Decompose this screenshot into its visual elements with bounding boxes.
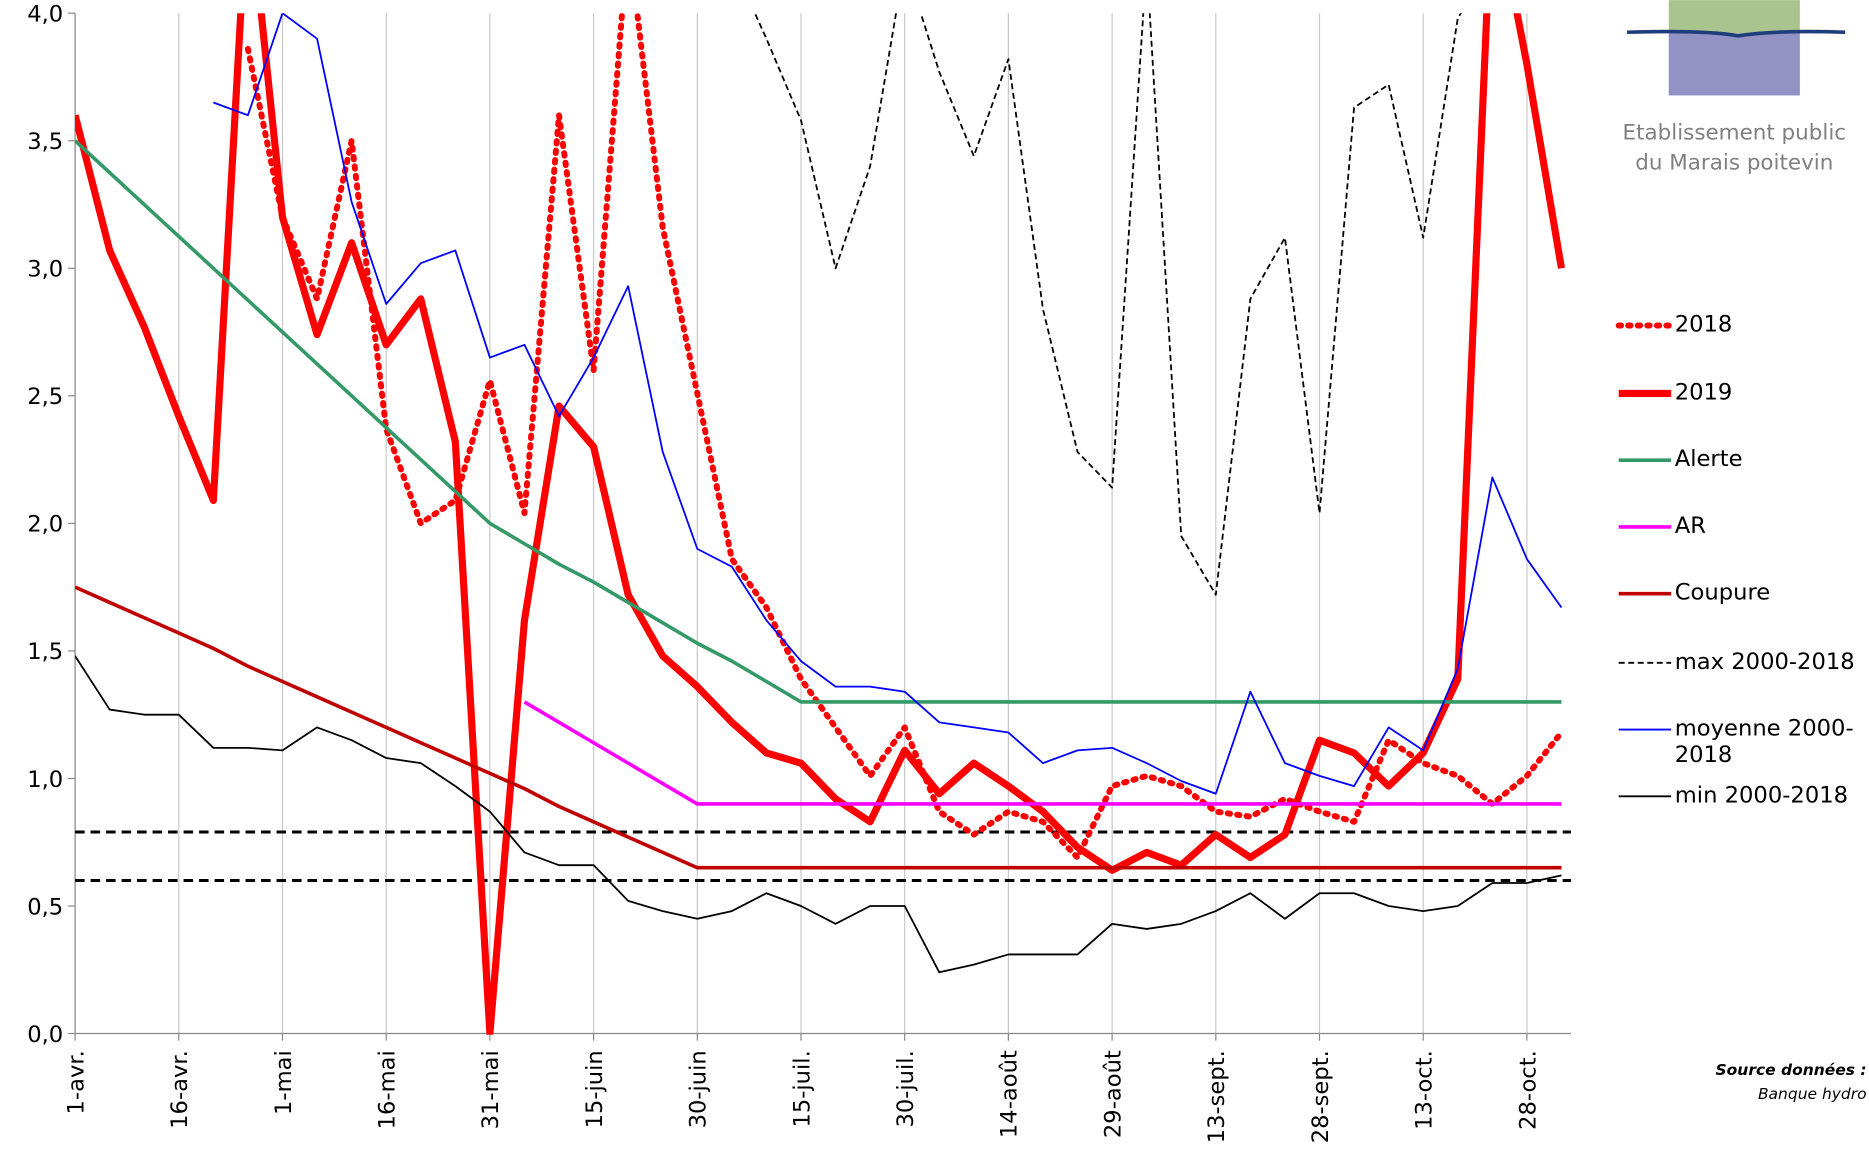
legend-item: min 2000-2018 <box>1674 782 1849 809</box>
legend-item: moyenne 2000-2018 <box>1674 715 1854 768</box>
logo-text: Etablissement public <box>1623 121 1847 146</box>
y-tick-label: 2,0 <box>27 512 63 538</box>
logo-wave <box>1626 29 1846 38</box>
y-tick-label: 3,0 <box>27 257 63 283</box>
y-tick-label: 4,0 <box>27 2 63 28</box>
y-tick-label: 1,5 <box>27 639 63 665</box>
x-tick-label: 16-mai <box>375 1050 401 1129</box>
legend-item: 2019 <box>1674 379 1733 406</box>
legend-item: max 2000-2018 <box>1674 648 1855 675</box>
source-name: Banque hydro <box>1758 1085 1867 1103</box>
logo-green <box>1668 0 1800 34</box>
x-tick-label: 1-avr. <box>63 1050 89 1114</box>
y-tick-label: 1,0 <box>27 767 63 793</box>
legend-label: Coupure <box>1674 579 1771 606</box>
x-tick-label: 15-juin <box>582 1050 608 1128</box>
series-line <box>523 700 1562 806</box>
legend-item: Alerte <box>1674 445 1743 473</box>
x-tick-label: 28-sept. <box>1308 1050 1334 1143</box>
series-line <box>244 13 1565 861</box>
series-line <box>75 585 1562 870</box>
logo-text: du Marais poitevin <box>1635 150 1833 175</box>
y-tick-label: 0,5 <box>27 894 63 920</box>
plot-area <box>75 13 1572 1035</box>
y-tick-label: 3,5 <box>27 129 63 155</box>
series-line <box>753 13 1462 596</box>
legend-item: 2018 <box>1674 311 1733 338</box>
logo-purple <box>1668 33 1800 96</box>
y-tick-label: 2,5 <box>27 384 63 410</box>
x-tick-label: 30-juin <box>686 1050 712 1128</box>
logo: Etablissement public du Marais poitevin <box>1623 0 1847 175</box>
y-tick-label: 0,0 <box>27 1022 63 1048</box>
x-tick-label: 1-mai <box>271 1050 297 1115</box>
legend-label: max 2000-2018 <box>1674 648 1855 675</box>
x-tick-label: 30-juil. <box>893 1050 919 1127</box>
legend-item: AR <box>1674 512 1706 539</box>
legend-label: 2018 <box>1674 311 1733 338</box>
x-tick-label: 16-avr. <box>167 1050 193 1129</box>
x-tick-label: 15-juil. <box>789 1050 815 1127</box>
source-label: Source données : <box>1716 1061 1867 1079</box>
x-tick-label: 14-août <box>997 1050 1023 1138</box>
x-tick-label: 13-oct. <box>1412 1050 1438 1130</box>
legend-label: moyenne 2000-2018 <box>1674 715 1854 768</box>
series-line <box>75 655 1562 974</box>
legend-label: 2019 <box>1674 379 1733 406</box>
x-tick-label: 28-oct. <box>1515 1050 1541 1130</box>
legend-label: AR <box>1674 512 1706 539</box>
legend-label: Alerte <box>1674 445 1743 473</box>
legend-label: min 2000-2018 <box>1674 782 1849 809</box>
legend-item: Coupure <box>1674 579 1771 606</box>
x-tick-label: 31-mai <box>478 1050 504 1129</box>
x-tick-label: 13-sept. <box>1204 1050 1230 1143</box>
series-line <box>75 139 1562 704</box>
series-line <box>213 13 1563 795</box>
x-tick-label: 29-août <box>1100 1050 1126 1138</box>
series-line <box>75 13 1565 1035</box>
